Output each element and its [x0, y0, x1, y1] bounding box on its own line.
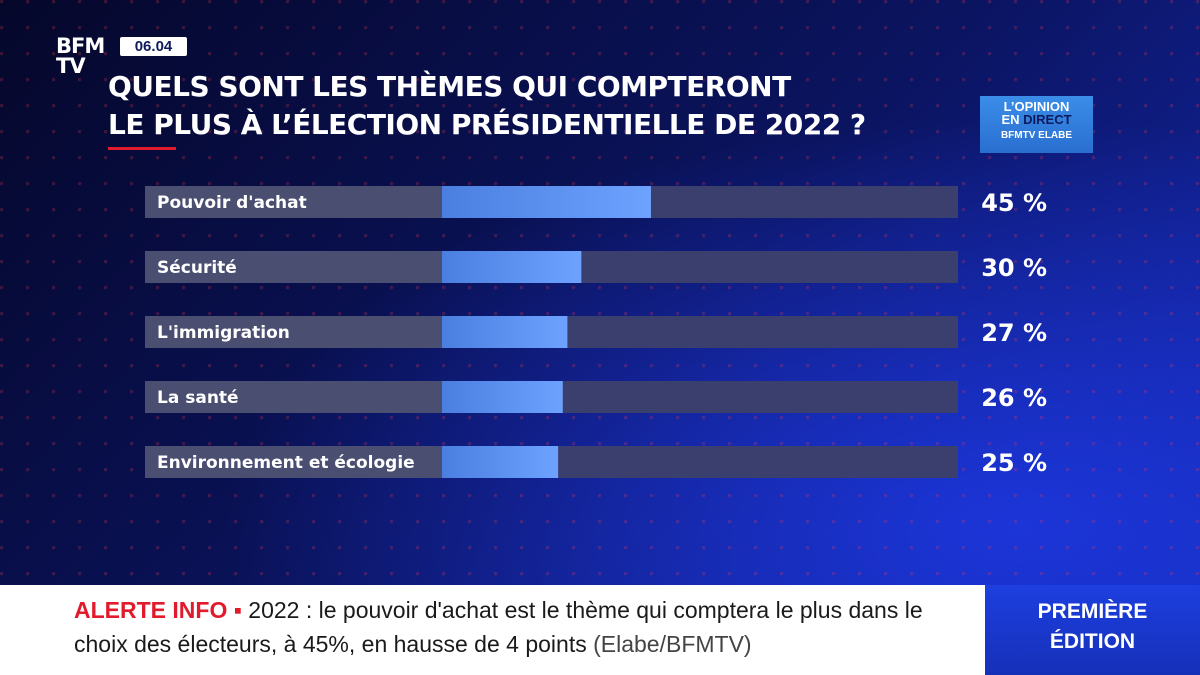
clock-time: 06.04: [120, 37, 187, 56]
opinion-badge-en: EN: [1001, 112, 1024, 127]
bar-2-fill: [442, 251, 582, 283]
bar-3-fill: [442, 316, 568, 348]
bar-3-label-box: [145, 316, 442, 348]
bar-1-category-label: Pouvoir d'achat: [157, 193, 307, 213]
bar-chart: Pouvoir d'achat 45 % Sécurité 30 % L'immigra…: [145, 186, 1047, 478]
bar-5-label-box: [145, 446, 442, 478]
opinion-badge-line2: EN DIRECT: [980, 113, 1093, 126]
bar-4-category-label: La santé: [157, 388, 239, 408]
opinion-badge: L’OPINION EN DIRECT BFMTV ELABE: [980, 96, 1093, 153]
bfmtv-logo: BFM TV: [56, 34, 106, 78]
alert-info-label: ALERTE INFO: [74, 597, 228, 623]
bar-4-value-label: 26 %: [981, 384, 1047, 412]
title-underline: [108, 147, 176, 150]
bar-1-fill: [442, 186, 651, 218]
bar-5-value-label: 25 %: [981, 449, 1047, 477]
logo-line1: BFM: [56, 34, 105, 58]
chart-title-line1: QUELS SONT LES THÈMES QUI COMPTERONT: [108, 70, 791, 103]
alert-separator: ▪: [233, 597, 242, 623]
edition-line1: PREMIÈRE: [1037, 600, 1148, 623]
bar-3-category-label: L'immigration: [157, 323, 290, 343]
bar-1-label-box: [145, 186, 442, 218]
logo-line2: TV: [56, 54, 86, 78]
opinion-badge-direct: DIRECT: [1023, 112, 1072, 127]
opinion-badge-line1: L’OPINION: [1003, 99, 1070, 114]
bar-5-category-label: Environnement et écologie: [157, 453, 415, 473]
chart-title-line2: LE PLUS À L’ÉLECTION PRÉSIDENTIELLE DE 2…: [108, 108, 866, 141]
bar-4-label-box: [145, 381, 442, 413]
opinion-badge-line3: BFMTV ELABE: [1000, 130, 1073, 141]
bar-2-value-label: 30 %: [981, 254, 1047, 282]
ticker-source: (Elabe/BFMTV): [593, 631, 752, 657]
bar-2-label-box: [145, 251, 442, 283]
ticker-text: ALERTE INFO ▪ 2022 : le pouvoir d'achat …: [74, 593, 974, 661]
edition-badge: PREMIÈRE ÉDITION: [985, 585, 1200, 675]
bar-2-category-label: Sécurité: [157, 258, 237, 278]
bar-4-fill: [442, 381, 563, 413]
bar-5-fill: [442, 446, 559, 478]
ticker-headline: 2022 : le pouvoir d'achat est le thème q…: [74, 597, 923, 657]
edition-line2: ÉDITION: [1049, 630, 1136, 653]
chart-title: QUELS SONT LES THÈMES QUI COMPTERONT LE …: [108, 68, 968, 144]
bar-1-value-label: 45 %: [981, 189, 1047, 217]
news-ticker: ALERTE INFO ▪ 2022 : le pouvoir d'achat …: [0, 585, 985, 675]
bar-3-value-label: 27 %: [981, 319, 1047, 347]
